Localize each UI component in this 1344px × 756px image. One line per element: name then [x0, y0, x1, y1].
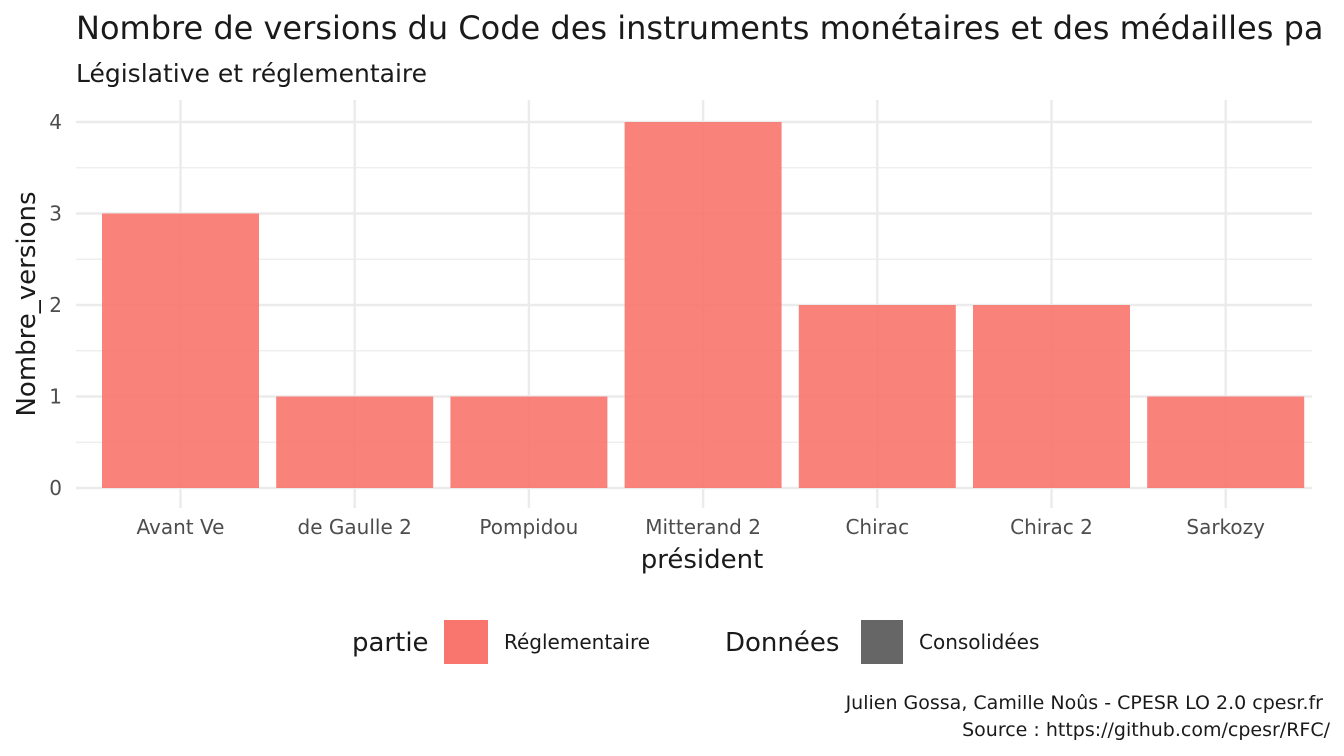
caption-line-2: Source : https://github.com/cpesr/RFC/	[962, 719, 1331, 741]
x-axis-title: président	[641, 545, 764, 575]
y-axis-title: Nombre_versions	[12, 191, 42, 416]
legend-key-reglementaire	[444, 620, 488, 664]
chart-title: Nombre de versions du Code des instrumen…	[76, 9, 1324, 47]
x-tick-label: Avant Ve	[137, 515, 225, 539]
legend-label-reglementaire: Réglementaire	[504, 630, 650, 654]
legend-label-consolidees: Consolidées	[919, 630, 1039, 654]
caption-line-1: Julien Gossa, Camille Noûs - CPESR LO 2.…	[845, 692, 1324, 714]
legend-title-donnees: Données	[725, 628, 839, 658]
x-tick-label: Mitterand 2	[645, 515, 761, 539]
bar-chirac-2	[973, 305, 1130, 488]
x-tick-labels: Avant Ve de Gaulle 2 Pompidou Mitterand 2 Ch…	[137, 515, 1266, 539]
y-tick-label: 0	[49, 476, 62, 500]
x-tick-label: Sarkozy	[1186, 515, 1265, 539]
bar-sarkozy	[1147, 396, 1305, 488]
x-tick-label: de Gaulle 2	[298, 515, 412, 539]
bars	[102, 122, 1305, 488]
bar-pompidou	[450, 396, 608, 488]
y-tick-labels: 0 1 2 3 4	[49, 110, 62, 500]
legend: partie Réglementaire Données Consolidées	[352, 620, 1039, 664]
bar-avant-ve	[102, 213, 259, 488]
bar-de-gaulle-2	[276, 396, 434, 488]
y-tick-label: 1	[49, 385, 62, 409]
legend-title-partie: partie	[352, 628, 429, 658]
bar-chirac	[798, 305, 956, 488]
legend-key-consolidees	[861, 620, 903, 664]
chart-subtitle: Législative et réglementaire	[76, 59, 427, 88]
y-tick-label: 3	[49, 202, 62, 226]
x-tick-label: Pompidou	[479, 515, 578, 539]
y-tick-label: 2	[49, 293, 62, 317]
x-tick-label: Chirac 2	[1010, 515, 1093, 539]
x-tick-label: Chirac	[845, 515, 909, 539]
y-tick-label: 4	[49, 110, 62, 134]
bar-mitterand-2	[624, 122, 782, 488]
